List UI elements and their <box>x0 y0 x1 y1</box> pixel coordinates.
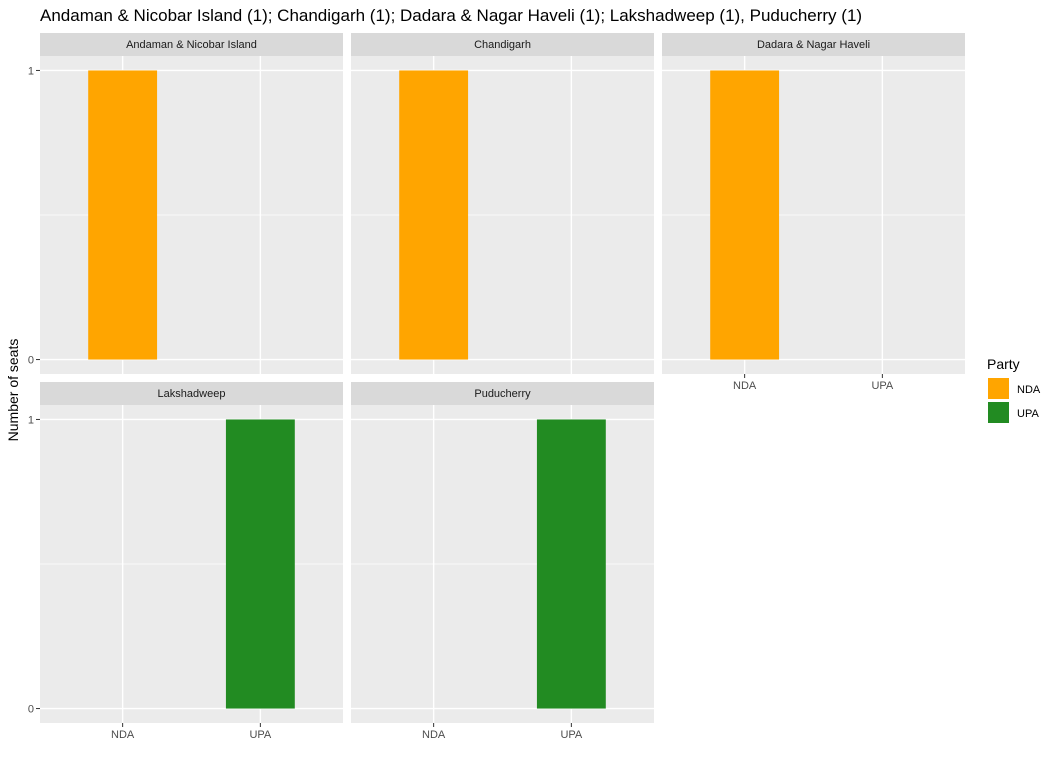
y-tick-label: 1 <box>28 65 34 77</box>
y-tick-label: 1 <box>28 414 34 426</box>
facet-panel: Chandigarh <box>351 33 654 374</box>
x-tick-label: UPA <box>249 729 271 741</box>
facet-strip <box>40 382 343 405</box>
facet-strip-label: Lakshadweep <box>158 388 226 400</box>
facet-panels: Andaman & Nicobar Island 0 1 Chandigarh Dada… <box>28 33 965 741</box>
facet-strip-label: Dadara & Nagar Haveli <box>757 39 870 51</box>
legend: Party NDA UPA <box>987 356 1041 423</box>
facet-strip-label: Andaman & Nicobar Island <box>126 39 257 51</box>
facet-panel: Puducherry NDA UPA <box>351 382 654 741</box>
facet-panel: Lakshadweep 0 1 NDA UPA <box>28 382 343 741</box>
facet-panel: Andaman & Nicobar Island 0 1 <box>28 33 343 374</box>
facet-strip <box>351 33 654 56</box>
legend-swatch-nda <box>988 378 1009 399</box>
x-tick-label: NDA <box>111 729 135 741</box>
legend-entries: NDA UPA <box>988 378 1041 423</box>
bar-nda <box>88 70 158 360</box>
legend-swatch-upa <box>988 402 1009 423</box>
legend-label: UPA <box>1017 408 1039 420</box>
facet-strip-label: Puducherry <box>474 388 531 400</box>
x-tick-label: UPA <box>871 380 893 392</box>
facet-strip <box>662 33 965 56</box>
chart-title: Andaman & Nicobar Island (1); Chandigarh… <box>40 6 862 25</box>
x-tick-label: UPA <box>560 729 582 741</box>
y-axis-label: Number of seats <box>5 339 21 442</box>
bar-upa <box>536 419 606 709</box>
facet-strip-label: Chandigarh <box>474 39 531 51</box>
bar-nda <box>399 70 469 360</box>
facet-strip <box>351 382 654 405</box>
bar-upa <box>225 419 295 709</box>
bar-nda <box>710 70 780 360</box>
y-tick-label: 0 <box>28 704 34 716</box>
legend-title: Party <box>987 356 1020 372</box>
x-tick-label: NDA <box>422 729 446 741</box>
legend-label: NDA <box>1017 384 1041 396</box>
facet-panel: Dadara & Nagar Haveli NDA UPA <box>662 33 965 392</box>
x-tick-label: NDA <box>733 380 757 392</box>
y-tick-label: 0 <box>28 355 34 367</box>
facet-strip <box>40 33 343 56</box>
